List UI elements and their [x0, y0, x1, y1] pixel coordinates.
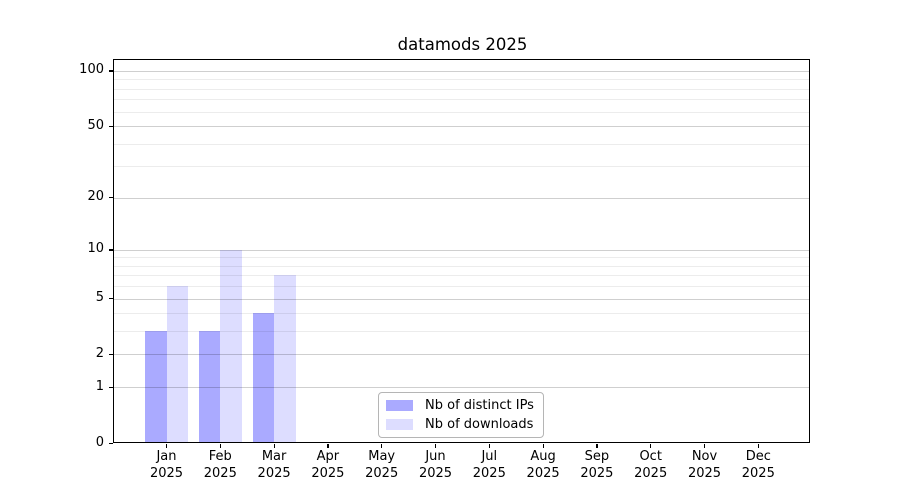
y-tick-label: 0 — [95, 434, 104, 450]
gridline — [114, 275, 810, 277]
x-tick-mark — [273, 443, 275, 448]
gridline — [114, 298, 810, 300]
y-tick-mark — [109, 442, 113, 444]
x-tick-label: May 2025 — [365, 449, 399, 481]
gridline — [114, 88, 810, 90]
y-tick-mark — [109, 125, 113, 127]
x-tick-mark — [381, 443, 383, 448]
x-tick-label: Sep 2025 — [580, 449, 614, 481]
chart-title: datamods 2025 — [397, 35, 528, 54]
x-tick-label: Aug 2025 — [526, 449, 560, 481]
x-tick-mark — [488, 443, 491, 448]
x-tick-mark — [596, 443, 598, 448]
y-tick-label: 50 — [87, 117, 104, 133]
legend-label-distinct-ips: Nb of distinct IPs — [425, 398, 534, 414]
gridline — [114, 99, 810, 101]
gridline — [114, 71, 810, 72]
y-tick-mark — [109, 386, 113, 388]
y-tick-label: 5 — [95, 290, 104, 306]
x-tick-mark — [166, 443, 168, 448]
x-tick-label: Nov 2025 — [687, 449, 722, 481]
y-tick-mark — [109, 197, 113, 199]
y-tick-label: 10 — [87, 241, 104, 257]
x-tick-label: Oct 2025 — [634, 449, 668, 481]
x-tick-mark — [704, 443, 706, 448]
gridline — [114, 197, 810, 199]
x-tick-label: Feb 2025 — [203, 449, 237, 481]
gridline — [114, 354, 810, 356]
gridline — [114, 387, 810, 389]
bar-distinct-ips — [252, 313, 275, 443]
bar-downloads — [220, 249, 242, 443]
plot-area — [114, 60, 810, 443]
gridline — [114, 313, 810, 315]
gridline — [114, 126, 810, 128]
x-tick-label: Dec 2025 — [741, 449, 775, 481]
gridline — [114, 257, 810, 259]
gridline — [114, 286, 810, 288]
x-tick-mark — [757, 443, 760, 448]
bar-distinct-ips — [198, 331, 221, 443]
y-tick-label: 100 — [79, 62, 104, 78]
y-tick-mark — [109, 249, 113, 251]
gridline — [114, 331, 810, 333]
y-tick-label: 20 — [87, 189, 104, 205]
gridline — [114, 166, 810, 168]
x-tick-label: Jun 2025 — [418, 449, 453, 481]
x-tick-label: Jan 2025 — [149, 449, 184, 481]
y-tick-label: 2 — [95, 345, 104, 361]
x-tick-mark — [219, 443, 222, 448]
x-tick-mark — [650, 443, 652, 448]
gridline — [114, 265, 810, 267]
gridline — [114, 249, 810, 251]
y-tick-label: 1 — [95, 378, 104, 394]
legend-swatch-downloads — [386, 418, 413, 430]
bar-downloads — [166, 286, 188, 443]
x-tick-mark — [327, 443, 329, 448]
legend-swatch-distinct-ips — [386, 400, 413, 412]
x-tick-label: Apr 2025 — [311, 449, 345, 481]
x-tick-mark — [435, 443, 437, 448]
y-tick-mark — [109, 298, 113, 300]
x-tick-label: Mar 2025 — [257, 449, 291, 481]
bar-distinct-ips — [145, 331, 167, 443]
legend-item-downloads: Nb of downloads — [386, 417, 536, 432]
y-tick-mark — [109, 70, 113, 72]
gridline — [114, 111, 810, 113]
bar-downloads — [274, 275, 296, 443]
x-tick-mark — [542, 443, 544, 448]
x-tick-label: Jul 2025 — [472, 449, 506, 481]
gridline — [114, 143, 810, 145]
legend: Nb of distinct IPs Nb of downloads — [378, 392, 544, 438]
legend-item-distinct-ips: Nb of distinct IPs — [386, 398, 536, 413]
gridline — [114, 79, 810, 81]
y-tick-mark — [109, 353, 113, 356]
legend-label-downloads: Nb of downloads — [425, 416, 534, 432]
